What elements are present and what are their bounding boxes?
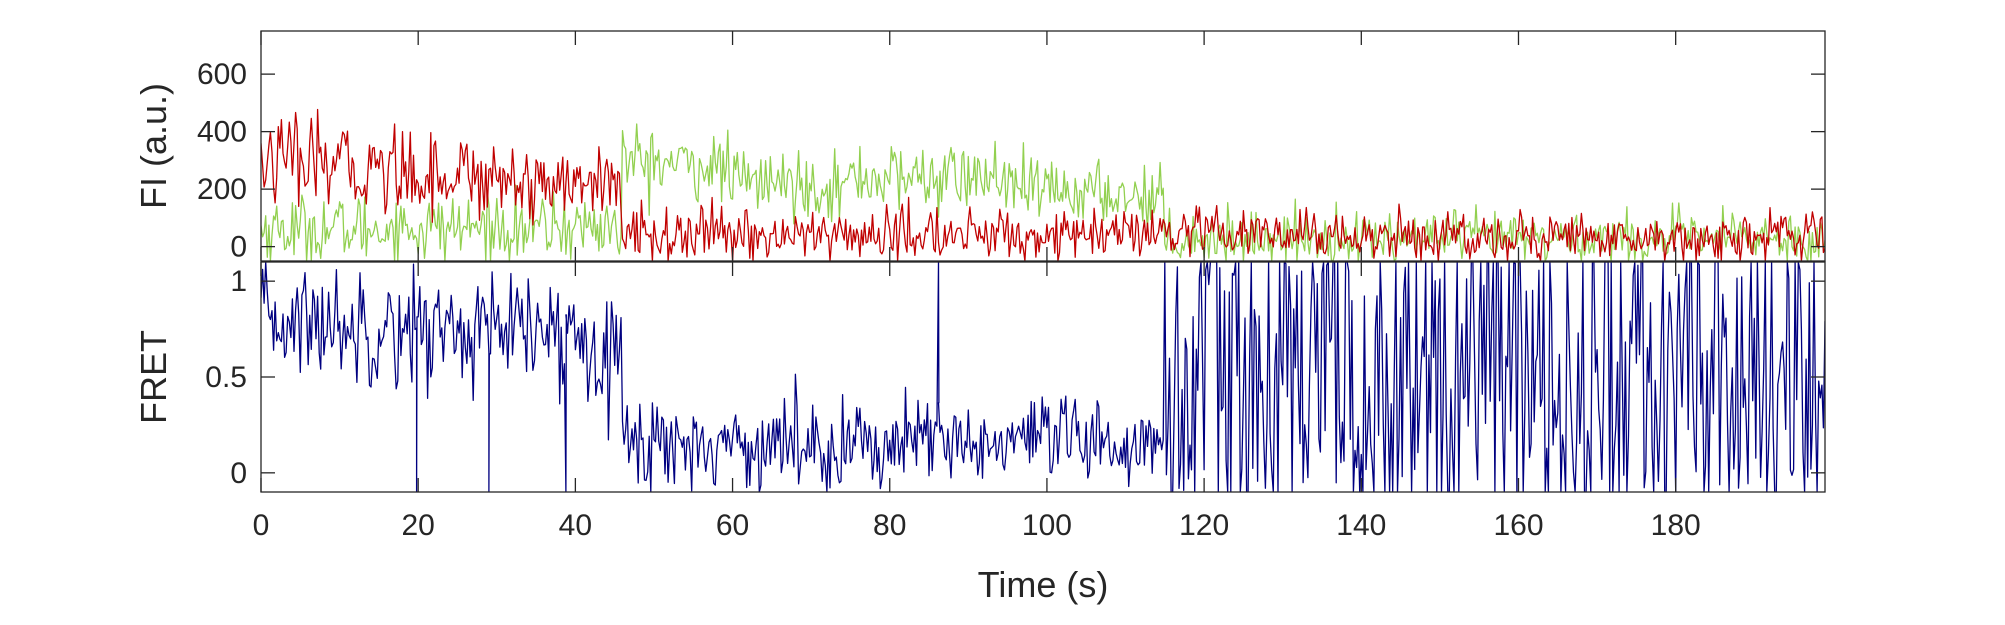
- x-tick-label: 40: [559, 509, 592, 542]
- y-tick-label: 600: [197, 58, 247, 91]
- fret-y-axis-label: FRET: [133, 330, 174, 424]
- intensity-series-group: [261, 108, 1825, 261]
- x-tick-label: 80: [873, 509, 906, 542]
- series-line-acceptor-green: [261, 123, 1825, 261]
- y-tick-label: 0.5: [205, 361, 247, 394]
- intensity-x-ticks: [260, 31, 1677, 261]
- fret-y-ticks: 00.51: [205, 265, 1825, 490]
- intensity-y-axis-label: FI (a.u.): [133, 83, 174, 209]
- y-tick-label: 200: [197, 173, 247, 206]
- y-tick-label: 0: [230, 231, 247, 264]
- x-tick-label: 180: [1651, 509, 1701, 542]
- series-line-fret-blue: [261, 262, 1825, 492]
- x-tick-label: 100: [1022, 509, 1072, 542]
- x-tick-label: 0: [253, 509, 270, 542]
- x-tick-label: 20: [401, 509, 434, 542]
- series-line-donor-red: [261, 108, 1825, 261]
- fret-series-group: [261, 262, 1825, 492]
- y-tick-label: 400: [197, 116, 247, 149]
- x-tick-label: 140: [1336, 509, 1386, 542]
- intensity-panel: 0 200 400 600 FI (a.u.): [133, 30, 1826, 264]
- x-tick-label: 120: [1179, 509, 1229, 542]
- fret-x-ticks: 0 20 40 60 80 100 120 140 160 180: [253, 262, 1701, 542]
- fret-panel: 00.51 0 20 40 60 80 100 120 140 160 180 FRET Time…: [133, 261, 1826, 605]
- x-tick-label: 60: [716, 509, 749, 542]
- intensity-y-ticks: 0 200 400 600: [197, 58, 1825, 264]
- time-x-axis-label: Time (s): [978, 564, 1109, 605]
- y-tick-label: 0: [230, 457, 247, 490]
- y-tick-label: 1: [230, 265, 247, 298]
- intensity-axes-box: [260, 30, 1826, 262]
- x-tick-label: 160: [1493, 509, 1543, 542]
